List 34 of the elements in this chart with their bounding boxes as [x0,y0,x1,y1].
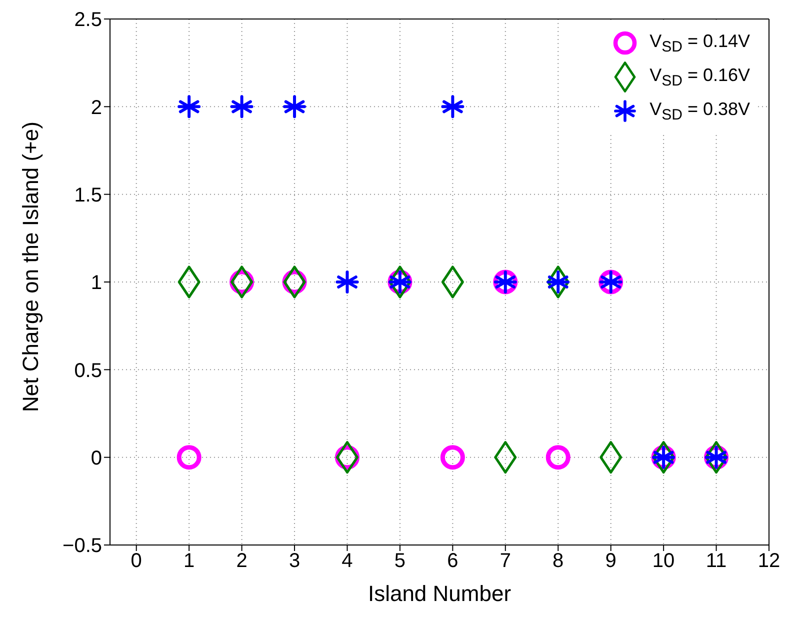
legend-label: V$_{SD}$ = 0.38V [650,98,750,124]
y-tick-label: 2 [90,96,102,119]
point [441,95,464,118]
legend-label: V$_{SD}$ = 0.16V [650,64,750,90]
point [283,95,306,118]
x-tick-label: 12 [758,550,780,572]
x-tick-label: 7 [500,550,511,572]
x-tick-label: 0 [130,550,142,572]
y-tick-label: 0.5 [74,360,102,382]
x-tick-label: 3 [288,550,300,572]
x-tick-label: 10 [652,550,675,572]
x-tick-label: 6 [447,550,458,572]
x-tick-label: 11 [706,550,727,572]
x-tick-label: 8 [552,550,564,572]
point [336,270,359,294]
point [546,445,570,470]
y-tick-label: 1 [90,272,102,294]
x-tick-label: 4 [342,550,353,572]
x-tick-label: 1 [184,550,195,572]
point [176,445,202,470]
point [178,95,201,118]
x-tick-label: 5 [394,550,406,572]
x-axis-title: Island Number [368,581,512,606]
y-axis-title: Net Charge on the Island (+e) [18,122,43,412]
point [546,270,570,294]
x-tick-label: 9 [605,550,616,572]
point [230,95,254,118]
point [440,445,465,470]
y-tick-label: 1.5 [74,184,102,206]
legend-label: V$_{SD}$ = 0.14V [650,30,750,56]
y-tick-label: 0 [90,447,102,470]
x-tick-label: 2 [236,550,248,572]
y-tick-label: −0.5 [62,535,102,558]
y-tick-label: 2.5 [74,9,102,32]
